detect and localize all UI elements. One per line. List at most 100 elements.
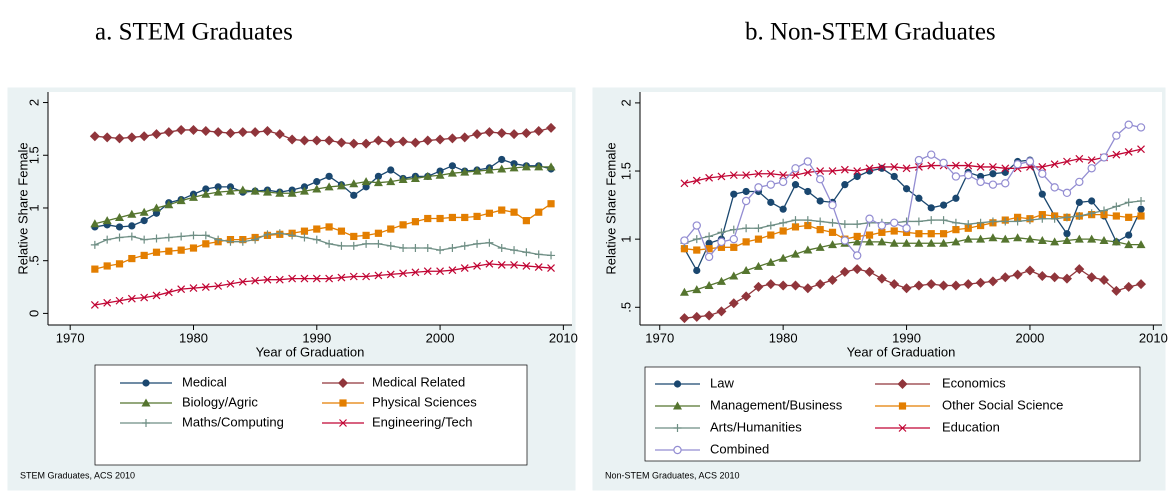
marker	[926, 238, 936, 247]
marker	[275, 275, 284, 284]
marker	[890, 218, 899, 228]
series-layer	[679, 120, 1147, 324]
marker	[816, 226, 824, 234]
y-tick-label: .5	[26, 255, 41, 266]
marker	[914, 217, 923, 226]
marker	[90, 301, 99, 309]
marker	[336, 137, 347, 148]
marker	[754, 183, 763, 192]
marker	[742, 171, 751, 180]
marker	[1024, 265, 1035, 276]
marker	[436, 246, 445, 255]
marker	[964, 224, 972, 232]
marker	[373, 178, 383, 187]
marker	[840, 165, 849, 174]
marker	[1112, 212, 1120, 220]
marker	[163, 127, 174, 138]
marker	[741, 265, 751, 274]
marker	[361, 177, 371, 186]
marker	[1050, 160, 1059, 169]
marker	[287, 188, 297, 197]
marker	[115, 223, 124, 231]
marker	[716, 276, 726, 285]
y-tick-label: .5	[618, 302, 633, 313]
marker	[274, 129, 285, 140]
legend-box	[644, 366, 1141, 462]
marker	[680, 236, 689, 245]
marker	[447, 168, 457, 177]
marker	[349, 179, 359, 188]
marker	[385, 137, 396, 148]
marker	[114, 133, 125, 144]
marker	[927, 230, 935, 238]
x-tick-label: 1990	[302, 330, 331, 345]
marker	[865, 214, 874, 223]
y-tick-label: 1	[618, 236, 633, 243]
legend-marker	[141, 398, 151, 407]
marker	[152, 248, 161, 256]
marker	[1001, 217, 1010, 226]
marker	[976, 177, 985, 187]
marker	[1075, 177, 1084, 187]
marker	[139, 207, 149, 216]
marker	[140, 293, 149, 302]
marker	[693, 246, 701, 254]
legend-label: Physical Sciences	[372, 394, 477, 409]
marker	[423, 244, 432, 253]
marker	[975, 277, 986, 288]
marker	[165, 247, 173, 255]
marker	[889, 238, 899, 247]
note: STEM Graduates, ACS 2010	[20, 470, 135, 480]
marker	[852, 251, 862, 260]
marker	[1001, 168, 1009, 176]
marker	[103, 235, 112, 244]
marker	[202, 240, 210, 248]
marker	[237, 127, 248, 138]
marker	[914, 238, 924, 247]
marker	[704, 280, 714, 289]
marker	[288, 274, 297, 283]
marker	[534, 263, 543, 271]
marker	[177, 232, 186, 241]
marker	[815, 279, 826, 290]
marker	[1124, 240, 1134, 249]
marker	[336, 181, 346, 190]
marker	[742, 224, 751, 233]
marker	[913, 280, 924, 291]
marker	[461, 213, 469, 222]
marker	[1038, 214, 1047, 223]
marker	[988, 180, 998, 189]
series-layer	[89, 122, 557, 309]
x-axis-title: Year of Graduation	[256, 344, 365, 359]
marker	[1037, 236, 1047, 245]
marker	[151, 129, 162, 140]
marker	[988, 217, 997, 226]
marker	[766, 180, 776, 189]
legend-label: Law	[710, 375, 734, 390]
marker	[828, 200, 837, 210]
marker	[778, 253, 788, 262]
marker	[115, 296, 124, 305]
marker	[460, 241, 469, 250]
marker	[927, 204, 935, 212]
marker	[299, 186, 309, 195]
marker	[989, 170, 997, 178]
marker	[373, 135, 384, 146]
marker	[1137, 212, 1145, 220]
y-axis-title: Relative Share Female	[15, 142, 30, 274]
marker	[1111, 237, 1121, 246]
marker	[201, 283, 210, 291]
marker	[1112, 202, 1121, 211]
marker	[126, 132, 137, 143]
marker	[679, 287, 689, 296]
series-line	[94, 263, 552, 306]
marker	[103, 262, 111, 270]
marker	[890, 172, 898, 181]
marker	[436, 214, 444, 223]
marker	[779, 218, 788, 227]
marker	[201, 189, 211, 198]
marker	[262, 187, 272, 196]
marker	[200, 126, 211, 137]
marker	[485, 238, 494, 247]
marker	[337, 227, 346, 235]
